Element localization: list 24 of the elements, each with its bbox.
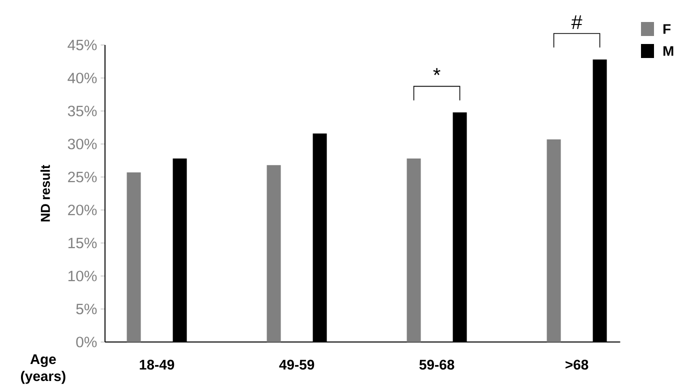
- x-tick-label: 49-59: [279, 360, 314, 370]
- x-tick-label: 18-49: [140, 360, 174, 370]
- x-tick-label: >68: [566, 360, 588, 370]
- x-tick-label: 59-68: [419, 360, 454, 370]
- y-tick-label: 5%: [76, 304, 97, 314]
- y-tick-label: 0%: [76, 336, 97, 348]
- annotation: *: [433, 68, 440, 76]
- y-tick-label: 40%: [68, 72, 97, 84]
- bar: [266, 165, 281, 342]
- y-tick-label: 30%: [68, 138, 97, 150]
- y-tick-label: 45%: [68, 40, 97, 50]
- y-tick-label: 35%: [68, 106, 97, 116]
- y-axis-title: ND result: [40, 164, 50, 222]
- bar: [406, 158, 421, 342]
- bar: [126, 172, 141, 342]
- y-tick-label: 20%: [68, 204, 97, 216]
- y-tick-label: 10%: [68, 270, 97, 282]
- bar: [546, 139, 561, 342]
- legend-label: M: [663, 46, 674, 56]
- text: #: [571, 15, 582, 29]
- y-tick-label: 25%: [68, 172, 97, 182]
- x-axis-title: Age (years): [20, 354, 66, 384]
- y-tick-label: 15%: [68, 238, 97, 248]
- legend-label: F: [663, 24, 671, 34]
